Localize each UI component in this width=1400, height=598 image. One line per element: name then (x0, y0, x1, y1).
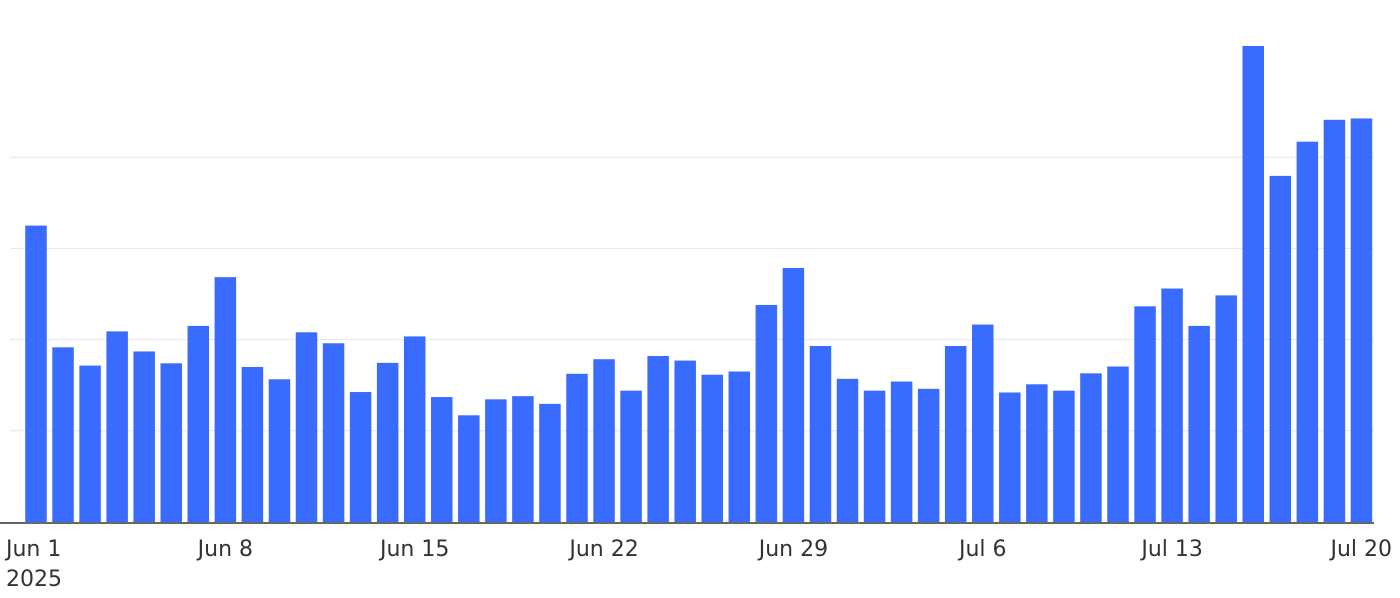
bar[interactable] (755, 304, 778, 522)
bar[interactable] (214, 277, 237, 522)
bar[interactable] (620, 390, 642, 522)
bar[interactable] (133, 351, 155, 522)
bar[interactable] (1350, 118, 1373, 522)
bar[interactable] (458, 415, 480, 522)
bars (25, 46, 1373, 523)
bar[interactable] (403, 336, 426, 522)
bar[interactable] (701, 374, 724, 522)
x-tick-year-label: 2025 (6, 567, 62, 592)
x-tick-label: Jul 20 (1328, 537, 1392, 562)
bar[interactable] (1296, 141, 1319, 522)
bar[interactable] (376, 362, 399, 522)
bar[interactable] (1161, 288, 1183, 522)
bar[interactable] (782, 268, 805, 522)
bar[interactable] (539, 403, 561, 522)
bar[interactable] (1188, 325, 1210, 522)
bar[interactable] (1134, 306, 1156, 522)
bar[interactable] (268, 379, 291, 522)
bar[interactable] (1269, 175, 1292, 522)
bar[interactable] (836, 378, 859, 522)
bar[interactable] (79, 365, 101, 522)
x-tick-label: Jun 29 (757, 537, 828, 562)
bar[interactable] (1053, 390, 1075, 522)
bar[interactable] (999, 392, 1021, 523)
bar[interactable] (1215, 295, 1237, 522)
x-tick-label: Jun 22 (567, 537, 638, 562)
bar[interactable] (106, 331, 128, 522)
bar[interactable] (1323, 119, 1346, 522)
bar[interactable] (160, 363, 183, 522)
bar[interactable] (1026, 384, 1048, 522)
bar[interactable] (809, 345, 832, 522)
bar[interactable] (1107, 366, 1129, 523)
bar[interactable] (295, 332, 318, 522)
bar[interactable] (512, 396, 534, 522)
bar[interactable] (728, 371, 751, 522)
x-tick-label: Jun 15 (378, 537, 449, 562)
bar[interactable] (322, 343, 345, 522)
bar[interactable] (25, 225, 47, 522)
bar[interactable] (647, 356, 669, 522)
bar[interactable] (187, 325, 210, 522)
bar[interactable] (863, 390, 886, 522)
x-tick-label: Jun 8 (196, 537, 253, 562)
x-tick-label: Jul 6 (957, 537, 1007, 562)
bar[interactable] (593, 359, 615, 522)
x-tick-label: Jun 1 (4, 537, 61, 562)
bar[interactable] (1242, 46, 1265, 522)
bar[interactable] (52, 347, 74, 522)
bar[interactable] (890, 381, 913, 522)
bar[interactable] (944, 345, 967, 522)
bar[interactable] (972, 324, 994, 522)
bar[interactable] (349, 392, 372, 522)
bar[interactable] (674, 360, 696, 522)
bar[interactable] (566, 373, 588, 522)
bar[interactable] (1080, 373, 1102, 522)
bar[interactable] (917, 388, 940, 522)
x-tick-label: Jul 13 (1139, 537, 1203, 562)
bar[interactable] (241, 366, 264, 522)
bar[interactable] (485, 399, 507, 522)
x-tick-labels: Jun 1 2025 Jun 8 Jun 15 Jun 22 Jun 29 Jul 6 Jul… (4, 537, 1392, 592)
bar[interactable] (431, 397, 453, 522)
